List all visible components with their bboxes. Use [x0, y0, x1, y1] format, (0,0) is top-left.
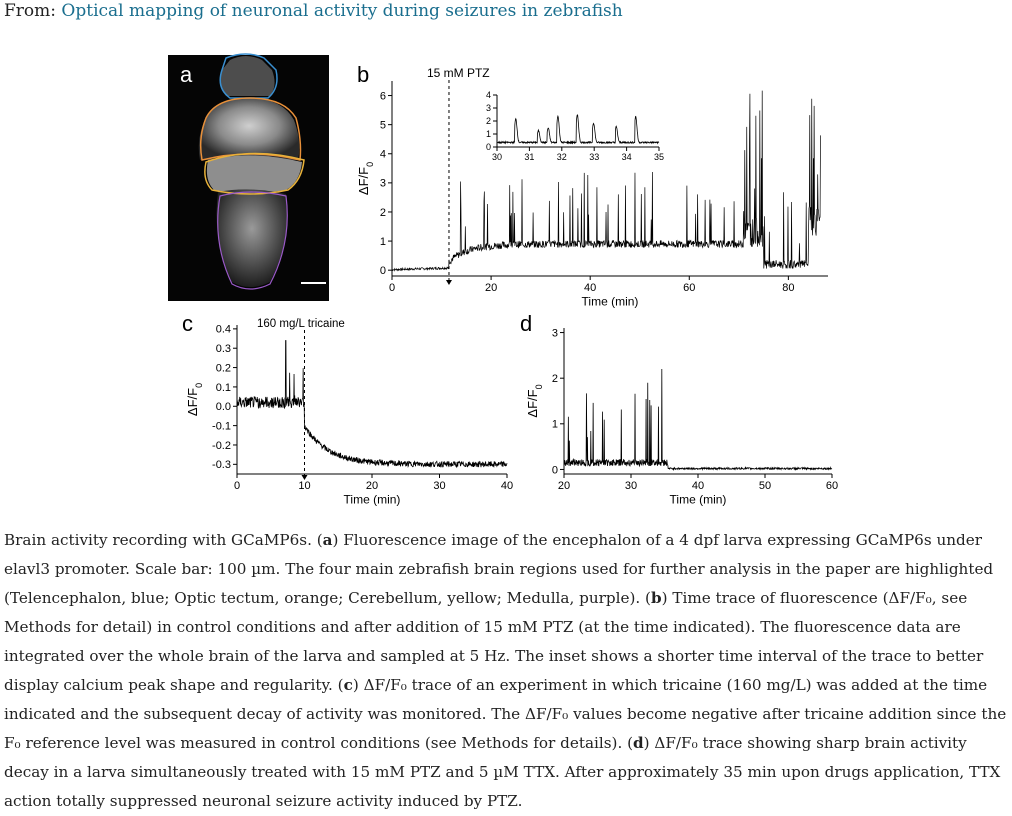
x-tick-label: 40 — [501, 480, 513, 492]
telencephalon-outline — [219, 53, 278, 99]
y-tick-label: 0 — [486, 142, 491, 152]
x-tick-label: 0 — [234, 480, 240, 492]
panel-c-label: c — [182, 311, 193, 336]
chart-c: 0 10 20 30 40 -0.3 -0.2 -0.1 0.0 0.1 0.2 0.3 0.4 Time… — [185, 318, 513, 506]
x-axis-label: Time (min) — [670, 492, 727, 506]
caption-text: Brain activity recording with GCaMP6s. ( — [4, 531, 323, 549]
medulla-outline — [217, 191, 288, 290]
x-tick-label: 20 — [558, 480, 570, 492]
source-line: From: Optical mapping of neuronal activi… — [4, 0, 623, 22]
tricaine-annotation: 160 mg/L tricaine — [257, 318, 345, 330]
y-tick-label: -0.3 — [212, 459, 231, 471]
y-tick-label: 2 — [380, 207, 386, 219]
x-tick-label: 60 — [683, 282, 695, 294]
event-arrow — [445, 280, 452, 285]
chart-d: 20 30 40 50 60 0 1 2 3 Time (min) ΔF/F0 — [525, 327, 838, 506]
y-tick-label: 2 — [486, 116, 491, 126]
caption-label-d: d — [633, 734, 644, 752]
y-tick-label: 4 — [486, 90, 491, 100]
x-tick-label: 20 — [366, 480, 378, 492]
y-tick-label: 3 — [552, 327, 558, 339]
panel-a-image: a — [168, 53, 329, 301]
from-label: From: — [4, 1, 57, 21]
y-tick-label: -0.1 — [212, 420, 231, 432]
x-tick-label: 33 — [589, 152, 599, 162]
x-tick-label: 80 — [782, 282, 794, 294]
y-tick-label: 0.1 — [216, 382, 231, 394]
x-tick-label: 20 — [485, 282, 497, 294]
y-tick-label: 4 — [380, 149, 386, 161]
x-tick-label: 35 — [654, 152, 664, 162]
series-line-b — [391, 90, 821, 272]
y-tick-label: 1 — [486, 129, 491, 139]
x-tick-label: 30 — [433, 480, 445, 492]
caption-label-b: b — [650, 589, 662, 607]
x-tick-label: 40 — [692, 480, 704, 492]
y-axis-label: ΔF/F0 — [525, 384, 544, 417]
x-tick-label: 50 — [759, 480, 771, 492]
x-axis-label: Time (min) — [344, 492, 401, 506]
series-line-d — [563, 369, 833, 471]
ptz-annotation: 15 mM PTZ — [427, 66, 490, 80]
event-arrow — [301, 475, 308, 480]
x-tick-label: 40 — [584, 282, 596, 294]
figure-caption: Brain activity recording with GCaMP6s. (… — [4, 526, 1008, 816]
x-tick-label: 32 — [557, 152, 567, 162]
y-tick-label: 3 — [380, 178, 386, 190]
caption-text: ) ΔF/F₀ trace of an experiment in which … — [4, 676, 1007, 752]
y-tick-label: 5 — [380, 120, 386, 132]
y-axis-label: ΔF/F0 — [356, 162, 375, 195]
y-tick-label: 0 — [380, 265, 386, 277]
y-tick-label: 1 — [380, 236, 386, 248]
y-tick-label: 0.4 — [216, 324, 231, 336]
y-tick-label: 0.3 — [216, 343, 231, 355]
x-tick-label: 30 — [492, 152, 502, 162]
x-tick-label: 10 — [298, 480, 310, 492]
article-title-link[interactable]: Optical mapping of neuronal activity dur… — [61, 1, 623, 21]
panel-a-label: a — [180, 62, 193, 87]
series-line-c — [236, 340, 508, 469]
caption-text: ) Fluorescence image of the encephalon o… — [4, 531, 994, 607]
y-tick-label: 3 — [486, 103, 491, 113]
y-tick-label: 6 — [380, 90, 386, 102]
panel-b-label: b — [357, 62, 369, 87]
x-axis-label: Time (min) — [582, 294, 639, 308]
x-tick-label: 0 — [389, 282, 395, 294]
y-axis-label: ΔF/F0 — [185, 383, 204, 416]
cerebellum-outline — [204, 152, 305, 195]
y-tick-label: 1 — [552, 419, 558, 431]
inset-series-line — [496, 114, 660, 145]
y-tick-label: 0.2 — [216, 362, 231, 374]
y-tick-label: 2 — [552, 373, 558, 385]
x-tick-label: 30 — [625, 480, 637, 492]
caption-text: ) Time trace of fluorescence (ΔF/F₀, see… — [4, 589, 984, 694]
x-tick-label: 34 — [622, 152, 632, 162]
caption-label-c: c — [343, 676, 353, 694]
y-tick-label: 0 — [552, 464, 558, 476]
panel-d-label: d — [520, 311, 532, 336]
x-tick-label: 60 — [826, 480, 838, 492]
caption-text: ) ΔF/F₀ trace showing sharp brain activi… — [4, 734, 1001, 810]
optic-tectum-outline — [199, 97, 302, 161]
caption-label-a: a — [322, 531, 333, 549]
y-tick-label: -0.2 — [212, 440, 231, 452]
y-tick-label: 0.0 — [216, 401, 231, 413]
x-tick-label: 31 — [524, 152, 534, 162]
